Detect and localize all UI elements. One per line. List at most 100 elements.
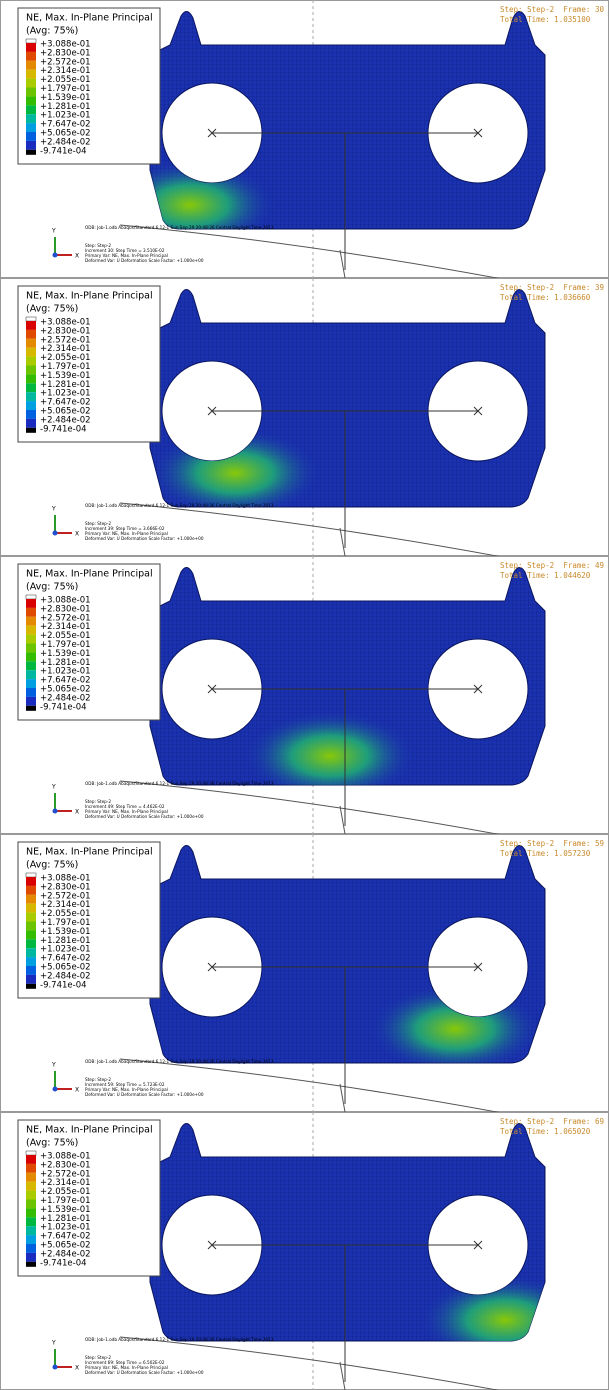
- legend-swatch: [26, 79, 36, 88]
- legend-swatch: [26, 428, 36, 433]
- step-info: Deformed Var: U Deformation Scale Factor…: [85, 536, 204, 541]
- legend-swatch: [26, 1253, 36, 1262]
- legend-subtitle: (Avg: 75%): [26, 860, 78, 871]
- legend-swatch: [26, 321, 36, 330]
- legend-swatch: [26, 1235, 36, 1244]
- legend-swatch: [26, 957, 36, 966]
- legend-title: NE, Max. In-Plane Principal: [26, 13, 153, 24]
- legend-swatch: [26, 419, 36, 428]
- legend-swatch: [26, 141, 36, 150]
- legend-swatch: [26, 873, 36, 877]
- legend-swatch: [26, 61, 36, 70]
- legend-swatch: [26, 357, 36, 366]
- legend-swatch: [26, 330, 36, 339]
- legend-swatch: [26, 904, 36, 913]
- legend-swatch: [26, 105, 36, 114]
- legend-swatch: [26, 1151, 36, 1155]
- odb-info: ODB: Job-1.odb Abaqus/Standard 6.12-1 Su…: [85, 225, 274, 230]
- triad-x-label: X: [75, 1365, 79, 1372]
- legend-swatch: [26, 70, 36, 79]
- legend-swatch: [26, 1173, 36, 1182]
- legend-swatch: [26, 317, 36, 321]
- legend-swatch: [26, 679, 36, 688]
- legend-swatch: [26, 948, 36, 957]
- legend-swatch: [26, 88, 36, 97]
- legend-title: NE, Max. In-Plane Principal: [26, 847, 153, 858]
- legend-swatch: [26, 1208, 36, 1217]
- legend-swatch: [26, 886, 36, 895]
- step-info: Deformed Var: U Deformation Scale Factor…: [85, 258, 204, 263]
- viewport-panel: NE, Max. In-Plane Principal(Avg: 75%)+3.…: [0, 834, 609, 1112]
- legend-swatch: [26, 913, 36, 922]
- legend-swatch: [26, 114, 36, 123]
- frame-label: Frame: 30: [563, 5, 604, 14]
- legend-swatch: [26, 392, 36, 401]
- odb-info: ODB: Job-1.odb Abaqus/Standard 6.12-1 Su…: [85, 781, 274, 786]
- legend-swatch: [26, 401, 36, 410]
- legend-swatch: [26, 652, 36, 661]
- legend-swatch: [26, 52, 36, 61]
- legend-subtitle: (Avg: 75%): [26, 1138, 78, 1149]
- legend-swatch: [26, 984, 36, 989]
- step-label: Step: Step-2: [500, 5, 554, 14]
- step-label: Step: Step-2: [500, 839, 554, 848]
- legend-label: -9.741e-04: [40, 702, 87, 712]
- legend-label: -9.741e-04: [40, 146, 87, 156]
- step-info: Deformed Var: U Deformation Scale Factor…: [85, 1370, 204, 1375]
- triad-z: [53, 1365, 58, 1370]
- legend-swatch: [26, 1226, 36, 1235]
- triad-y-label: Y: [51, 228, 56, 235]
- viewport-panel: NE, Max. In-Plane Principal(Avg: 75%)+3.…: [0, 0, 609, 278]
- legend-swatch: [26, 895, 36, 904]
- legend-swatch: [26, 1155, 36, 1164]
- legend-swatch: [26, 123, 36, 132]
- legend-swatch: [26, 132, 36, 141]
- legend-swatch: [26, 661, 36, 670]
- step-label: Step: Step-2: [500, 283, 554, 292]
- triad-z: [53, 253, 58, 258]
- frame-label: Frame: 69: [563, 1117, 604, 1126]
- legend-swatch: [26, 595, 36, 599]
- legend-swatch: [26, 617, 36, 626]
- triad-x-label: X: [75, 531, 79, 538]
- frame-label: Frame: 59: [563, 839, 604, 848]
- legend-swatch: [26, 644, 36, 653]
- legend-swatch: [26, 626, 36, 635]
- legend-subtitle: (Avg: 75%): [26, 26, 78, 37]
- legend-title: NE, Max. In-Plane Principal: [26, 569, 153, 580]
- odb-info: ODB: Job-1.odb Abaqus/Standard 6.12-1 Su…: [85, 1337, 274, 1342]
- legend-swatch: [26, 975, 36, 984]
- legend-swatch: [26, 1244, 36, 1253]
- frame-label: Frame: 49: [563, 561, 604, 570]
- step-label: Step: Step-2: [500, 1117, 554, 1126]
- legend-swatch: [26, 348, 36, 357]
- triad-y-label: Y: [51, 1340, 56, 1347]
- legend-swatch: [26, 39, 36, 43]
- legend-swatch: [26, 43, 36, 52]
- legend-swatch: [26, 697, 36, 706]
- triad-y-label: Y: [51, 506, 56, 513]
- legend-swatch: [26, 930, 36, 939]
- step-label: Step: Step-2: [500, 561, 554, 570]
- viewport-stack: NE, Max. In-Plane Principal(Avg: 75%)+3.…: [0, 0, 609, 1390]
- legend-swatch: [26, 706, 36, 711]
- legend-swatch: [26, 877, 36, 886]
- legend-label: -9.741e-04: [40, 1258, 87, 1268]
- total-time: Total Time: 1.035100: [500, 15, 591, 24]
- legend-title: NE, Max. In-Plane Principal: [26, 1125, 153, 1136]
- triad-x-label: X: [75, 253, 79, 260]
- legend-swatch: [26, 966, 36, 975]
- legend-swatch: [26, 599, 36, 608]
- legend-swatch: [26, 366, 36, 375]
- viewport-panel: NE, Max. In-Plane Principal(Avg: 75%)+3.…: [0, 1112, 609, 1390]
- legend-swatch: [26, 670, 36, 679]
- legend-swatch: [26, 1200, 36, 1209]
- legend-swatch: [26, 1191, 36, 1200]
- triad-z: [53, 1087, 58, 1092]
- legend-title: NE, Max. In-Plane Principal: [26, 291, 153, 302]
- viewport-panel: NE, Max. In-Plane Principal(Avg: 75%)+3.…: [0, 556, 609, 834]
- legend-swatch: [26, 1262, 36, 1267]
- viewport-panel: NE, Max. In-Plane Principal(Avg: 75%)+3.…: [0, 278, 609, 556]
- legend-swatch: [26, 635, 36, 644]
- total-time: Total Time: 1.036660: [500, 293, 591, 302]
